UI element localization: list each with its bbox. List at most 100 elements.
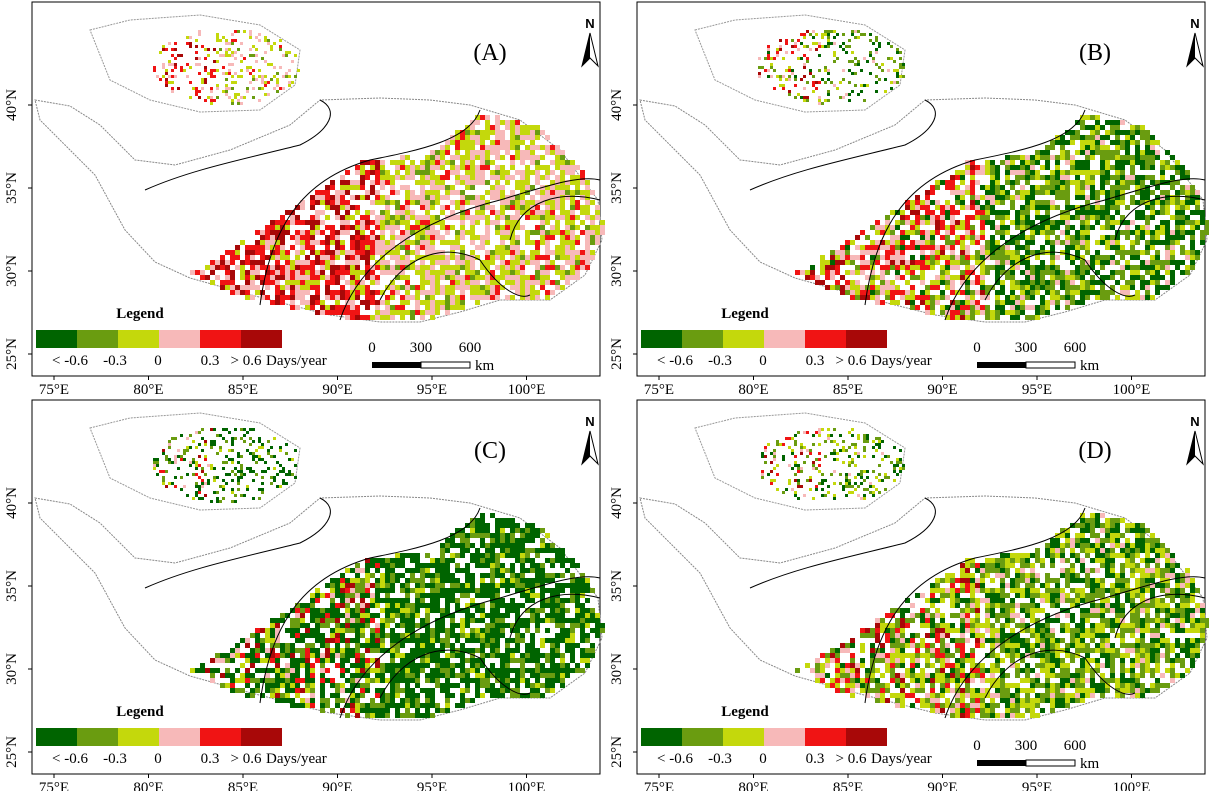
- pixel: [390, 673, 395, 678]
- pixel: [800, 96, 803, 99]
- pixel: [570, 643, 575, 648]
- pixel: [1145, 140, 1150, 145]
- pixel: [280, 643, 285, 648]
- pixel: [565, 643, 570, 648]
- pixel: [215, 275, 220, 280]
- pixel: [330, 638, 335, 643]
- pixel: [480, 155, 485, 160]
- pixel: [335, 613, 340, 618]
- pixel: [975, 180, 980, 185]
- pixel: [1165, 260, 1170, 265]
- pixel: [435, 260, 440, 265]
- pixel: [355, 315, 360, 320]
- pixel: [340, 175, 345, 180]
- pixel: [430, 658, 435, 663]
- pixel: [535, 155, 540, 160]
- north-label: N: [585, 16, 594, 31]
- pixel: [330, 593, 335, 598]
- pixel: [450, 593, 455, 598]
- pixel: [345, 215, 350, 220]
- pixel: [1090, 135, 1095, 140]
- pixel: [1015, 225, 1020, 230]
- pixel: [390, 573, 395, 578]
- pixel: [240, 290, 245, 295]
- pixel: [893, 60, 896, 63]
- pixel: [186, 42, 189, 45]
- pixel: [260, 240, 265, 245]
- pixel: [555, 280, 560, 285]
- legend-label: < -0.6: [657, 353, 693, 369]
- pixel: [325, 593, 330, 598]
- pixel: [410, 588, 415, 593]
- pixel: [252, 96, 255, 99]
- legend-unit: Days/year: [266, 353, 327, 369]
- pixel: [415, 170, 420, 175]
- pixel: [440, 588, 445, 593]
- pixel: [1120, 180, 1125, 185]
- pixel: [290, 220, 295, 225]
- pixel: [535, 275, 540, 280]
- pixel: [850, 255, 855, 260]
- pixel: [806, 30, 809, 33]
- pixel: [585, 180, 590, 185]
- pixel: [925, 305, 930, 310]
- pixel: [1055, 175, 1060, 180]
- pixel: [1145, 295, 1150, 300]
- pixel: [945, 275, 950, 280]
- pixel: [370, 275, 375, 280]
- pixel: [1130, 255, 1135, 260]
- pixel: [535, 225, 540, 230]
- pixel: [767, 75, 770, 78]
- pixel: [550, 170, 555, 175]
- pixel: [510, 205, 515, 210]
- pixel: [470, 583, 475, 588]
- pixel: [545, 290, 550, 295]
- pixel: [560, 638, 565, 643]
- pixel: [440, 668, 445, 673]
- pixel: [950, 260, 955, 265]
- pixel: [1025, 155, 1030, 160]
- pixel: [1035, 185, 1040, 190]
- pixel: [515, 538, 520, 543]
- pixel: [902, 75, 905, 78]
- pixel: [555, 638, 560, 643]
- pixel: [1110, 275, 1115, 280]
- pixel: [869, 39, 872, 42]
- pixel: [495, 125, 500, 130]
- pixel: [1090, 195, 1095, 200]
- pixel: [460, 245, 465, 250]
- pixel: [390, 618, 395, 623]
- pixel: [425, 230, 430, 235]
- pixel: [260, 245, 265, 250]
- pixel: [465, 285, 470, 290]
- pixel: [240, 638, 245, 643]
- pixel: [375, 165, 380, 170]
- pixel: [1100, 190, 1105, 195]
- pixel: [803, 54, 806, 57]
- pixel: [935, 205, 940, 210]
- pixel: [430, 255, 435, 260]
- pixel: [515, 265, 520, 270]
- pixel: [1090, 180, 1095, 185]
- pixel: [565, 280, 570, 285]
- pixel: [1145, 240, 1150, 245]
- pixel: [530, 145, 535, 150]
- pixel: [1105, 260, 1110, 265]
- pixel: [1170, 230, 1175, 235]
- pixel: [1200, 230, 1205, 235]
- pixel: [945, 270, 950, 275]
- pixel: [925, 310, 930, 315]
- pixel: [1180, 170, 1185, 175]
- pixel: [490, 145, 495, 150]
- pixel: [430, 280, 435, 285]
- pixel: [430, 240, 435, 245]
- pixel: [990, 175, 995, 180]
- pixel: [580, 623, 585, 628]
- pixel: [375, 598, 380, 603]
- pixel: [1000, 200, 1005, 205]
- pixel: [320, 658, 325, 663]
- pixel: [910, 270, 915, 275]
- pixel: [490, 648, 495, 653]
- pixel: [380, 310, 385, 315]
- pixel: [204, 78, 207, 81]
